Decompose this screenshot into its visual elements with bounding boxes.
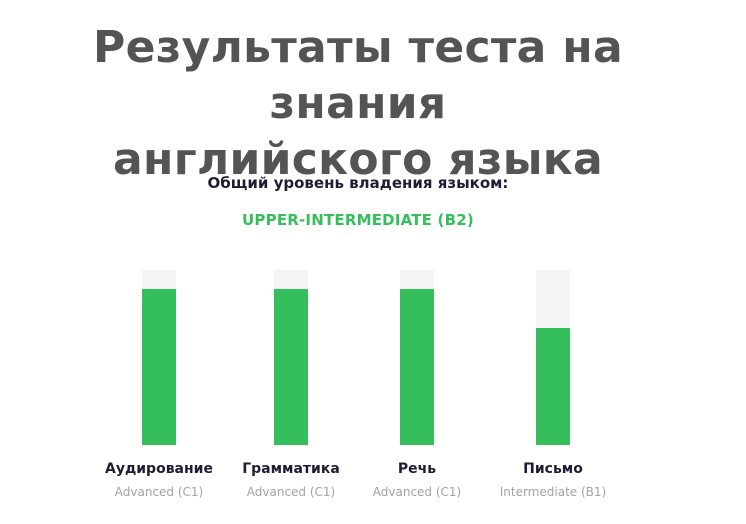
skill-writing: Письмо Intermediate (B1) (483, 270, 623, 499)
overall-level-value: UPPER-INTERMEDIATE (B2) (242, 211, 474, 229)
skill-level: Advanced (C1) (114, 485, 204, 499)
skill-level: Advanced (C1) (372, 485, 462, 499)
skill-grammar: Грамматика Advanced (C1) (221, 270, 361, 499)
skill-bar-track (274, 270, 308, 445)
skill-bar-track (142, 270, 176, 445)
skill-name: Речь (397, 461, 437, 477)
skill-bar-fill (400, 289, 434, 445)
skill-listening: Аудирование Advanced (C1) (89, 270, 229, 499)
page-title-line-2: английского языка (113, 134, 603, 185)
skill-name: Письмо (523, 461, 583, 477)
skill-bar-fill (536, 327, 570, 445)
overall-level-label: Общий уровень владения языком: (207, 174, 509, 192)
skill-level: Advanced (C1) (246, 485, 336, 499)
skill-bar-track (536, 270, 570, 445)
page-title-line-1: Результаты теста на знания (93, 22, 623, 129)
skills-chart: Аудирование Advanced (C1) Грамматика Adv… (0, 270, 746, 510)
skill-name: Грамматика (242, 461, 340, 477)
skill-bar-fill (274, 289, 308, 445)
skill-bar-fill (142, 289, 176, 445)
skill-speaking: Речь Advanced (C1) (347, 270, 487, 499)
page-title: Результаты теста на знания английского я… (0, 20, 716, 188)
skill-name: Аудирование (104, 461, 213, 477)
skill-level: Intermediate (B1) (499, 485, 607, 499)
skill-bar-track (400, 270, 434, 445)
